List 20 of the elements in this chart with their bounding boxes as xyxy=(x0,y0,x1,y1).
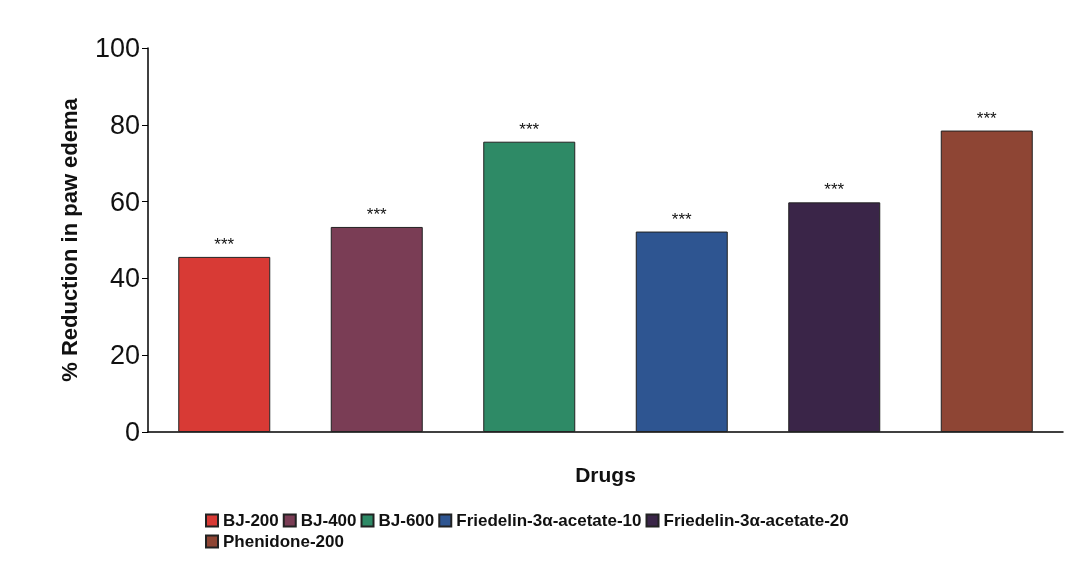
y-tick-label: 20 xyxy=(109,340,140,371)
y-tick-label: 40 xyxy=(109,263,140,294)
legend-label: BJ-200 xyxy=(223,511,279,530)
y-tick-label: 80 xyxy=(109,109,140,140)
legend-label: BJ-600 xyxy=(378,511,435,530)
x-axis-title: Drugs xyxy=(575,463,636,486)
data-label: *** xyxy=(366,204,388,224)
y-axis-title: % Reduction in paw edema xyxy=(56,97,82,382)
legend-label: Phenidone-200 xyxy=(223,532,344,551)
data-label: *** xyxy=(671,209,693,229)
legend-label: Friedelin-3α-acetate-10 xyxy=(456,511,642,530)
legend-label: BJ-400 xyxy=(300,511,357,530)
data-label: *** xyxy=(976,108,998,128)
y-tick-label: 60 xyxy=(109,186,140,217)
y-tick-label: 0 xyxy=(124,417,140,447)
data-label: *** xyxy=(824,180,845,200)
data-label: *** xyxy=(519,119,540,139)
legend-label: Friedelin-3α-acetate-20 xyxy=(663,511,849,530)
data-label: *** xyxy=(214,234,235,254)
y-tick-label: 100 xyxy=(94,33,140,63)
